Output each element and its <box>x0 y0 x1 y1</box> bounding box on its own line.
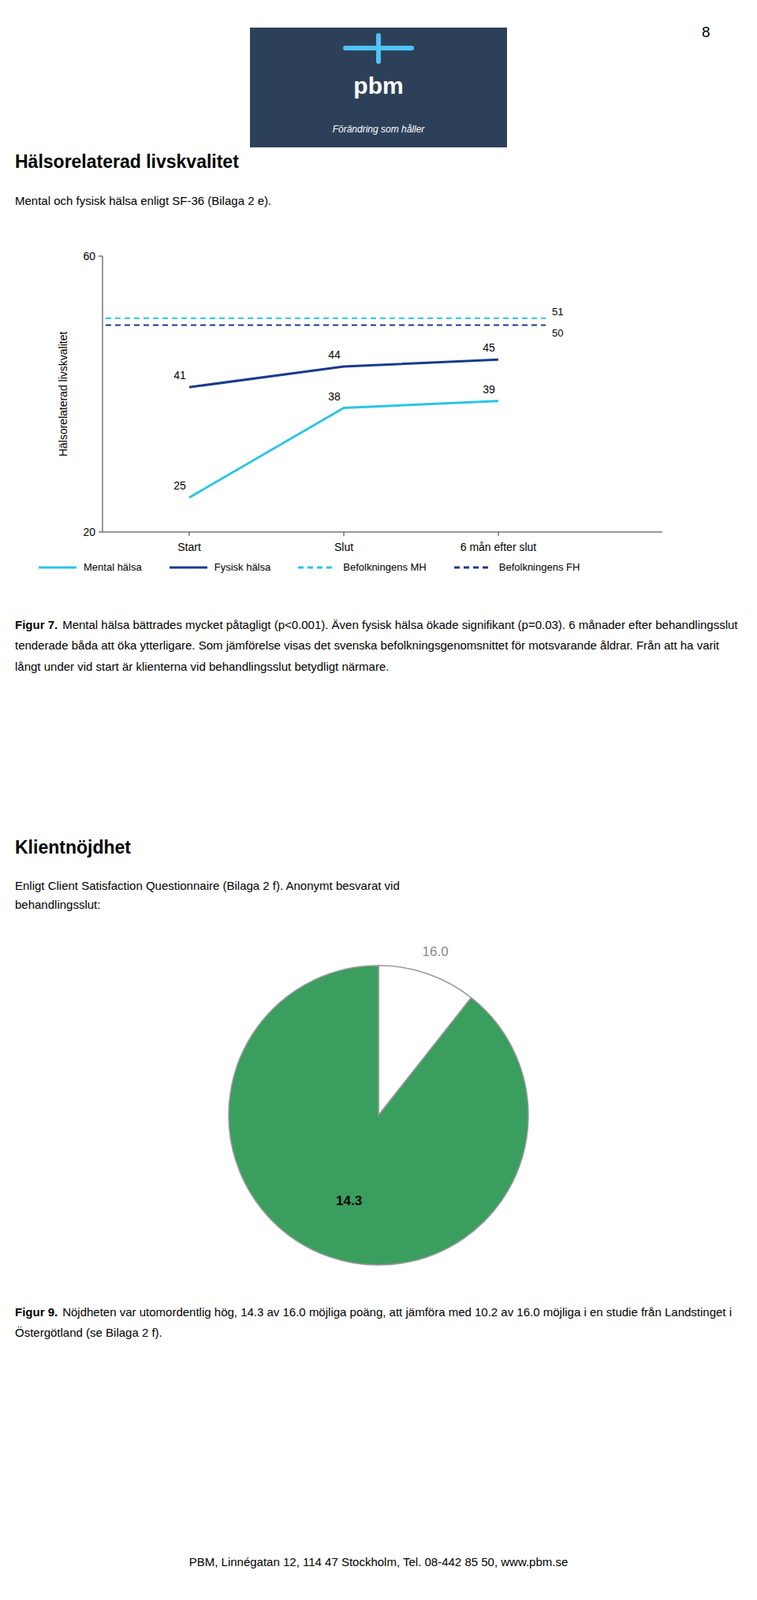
plot-area <box>105 318 546 499</box>
section-title: Klientnöjdhet <box>14 837 131 859</box>
section-subtitle: behandlingsslut: <box>14 895 101 915</box>
data-label: 39 <box>482 383 496 396</box>
legend-item: Mental hälsa <box>37 561 142 574</box>
section-subtitle: Enligt Client Satisfaction Questionnaire… <box>14 876 400 896</box>
figure-caption: Figur 7.Mental hälsa bättrades mycket på… <box>14 615 741 678</box>
data-label: 41 <box>173 369 187 382</box>
legend-line <box>454 566 493 569</box>
logo-background <box>249 27 508 148</box>
data-label: 44 <box>328 348 341 362</box>
legend-line <box>298 566 336 569</box>
page-number: 8 <box>701 23 711 42</box>
logo-text: pbm <box>353 72 403 99</box>
legend-label: Befolkningens MH <box>343 561 427 574</box>
caption-text: Nöjdheten var utomordentlig hög, 14.3 av… <box>14 1305 732 1340</box>
legend-item: Befolkningens MH <box>297 561 427 574</box>
section-title: Hälsorelaterad livskvalitet <box>14 151 239 173</box>
legend-item: Befolkningens FH <box>453 561 581 574</box>
pie-chart: 14.3 16.0 <box>0 938 757 1294</box>
x-axis <box>102 532 663 534</box>
y-tick <box>98 532 103 534</box>
footer: PBM, Linnégatan 12, 114 47 Stockholm, Te… <box>0 1553 757 1573</box>
reference-line <box>105 324 546 327</box>
legend-label: Fysisk hälsa <box>214 561 272 574</box>
y-tick <box>98 256 103 258</box>
data-label: 45 <box>482 341 496 355</box>
logo-subtitle: Förändring som håller <box>332 123 426 135</box>
legend-line <box>169 566 208 569</box>
x-tick-label: 6 mån efter slut <box>460 540 537 554</box>
x-tick-label: Start <box>177 540 202 554</box>
legend-swatch <box>168 563 209 572</box>
x-tick <box>189 532 191 537</box>
caption-label: Figur 7. <box>14 618 58 632</box>
caption-label: Figur 9. <box>14 1305 58 1320</box>
reference-label: 50 <box>551 327 564 340</box>
reference-line <box>105 317 546 320</box>
series-line <box>189 359 499 388</box>
pie-slice <box>228 965 529 1266</box>
y-tick-label: 60 <box>82 249 96 263</box>
data-label: 25 <box>173 479 187 493</box>
caption-text: Mental hälsa bättrades mycket påtagligt … <box>14 618 739 674</box>
legend-line <box>38 566 77 569</box>
legend: Mental hälsa Fysisk hälsa Befolkningens MH… <box>37 561 607 574</box>
logo-cross <box>345 45 412 51</box>
logo: pbm Förändring som håller <box>249 27 508 148</box>
reference-label: 51 <box>551 305 564 318</box>
series-line <box>189 401 499 499</box>
slice-label: 14.3 <box>335 1193 362 1209</box>
legend-swatch <box>37 563 78 572</box>
x-tick-label: Slut <box>334 540 354 554</box>
line-chart: 20 60 Start Slut 6 mån efter slut Hälsorelate… <box>0 236 757 560</box>
legend-item: Fysisk hälsa <box>168 561 272 574</box>
legend-swatch <box>297 563 337 572</box>
figure-caption: Figur 9.Nöjdheten var utomordentlig hög,… <box>14 1302 741 1345</box>
y-tick-label: 20 <box>82 525 96 539</box>
data-label: 38 <box>328 390 341 403</box>
x-tick <box>498 532 500 537</box>
section-subtitle: Mental och fysisk hälsa enligt SF-36 (Bi… <box>14 191 272 211</box>
y-axis <box>102 256 104 533</box>
legend-label: Mental hälsa <box>83 561 142 574</box>
y-axis-label: Hälsorelaterad livskvalitet <box>56 331 70 458</box>
total-label: 16.0 <box>422 944 449 960</box>
legend-swatch <box>453 563 493 572</box>
legend-label: Befolkningens FH <box>499 561 581 574</box>
x-tick <box>343 532 345 537</box>
